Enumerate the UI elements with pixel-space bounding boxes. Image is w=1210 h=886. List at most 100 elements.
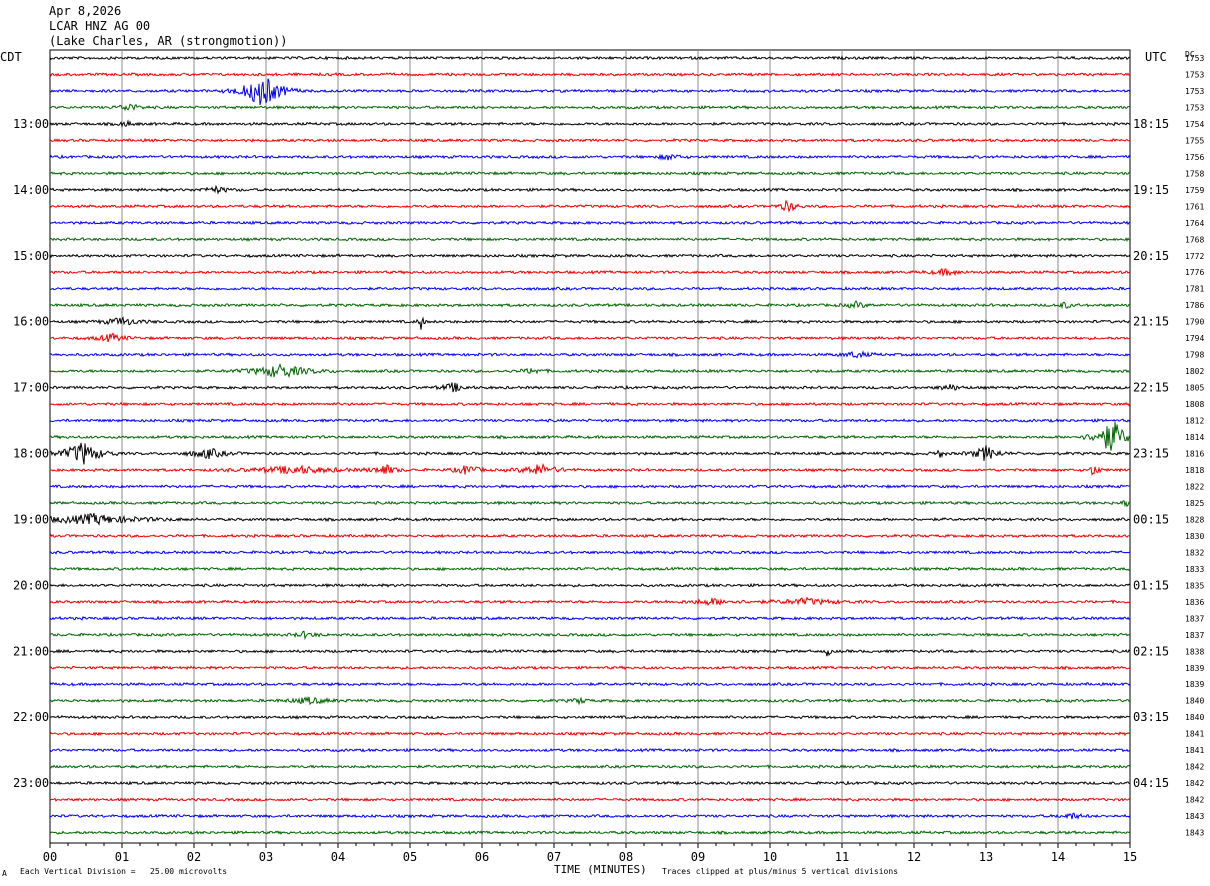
x-tick-label: 02 <box>187 850 201 864</box>
dc-value: 1822 <box>1185 482 1204 491</box>
trace-26 <box>49 483 1131 490</box>
left-hour-label: 18:00 <box>13 447 49 461</box>
right-hour-label: 04:15 <box>1133 776 1169 790</box>
trace-45 <box>49 796 1131 803</box>
trace-37 <box>49 665 1131 671</box>
trace-24 <box>49 442 1131 465</box>
trace-27 <box>49 500 1131 508</box>
trace-41 <box>49 731 1131 737</box>
right-hour-label: 22:15 <box>1133 381 1169 395</box>
trace-14 <box>49 286 1131 292</box>
dc-value: 1830 <box>1185 532 1204 541</box>
dc-value: 1839 <box>1185 680 1204 689</box>
x-tick-label: 05 <box>403 850 417 864</box>
left-hour-label: 20:00 <box>13 578 49 592</box>
dc-value: 1753 <box>1185 87 1204 96</box>
dc-header: DC <box>1185 50 1195 59</box>
dc-value: 1843 <box>1185 829 1204 838</box>
trace-12 <box>49 253 1131 259</box>
dc-value: 1838 <box>1185 647 1204 656</box>
dc-value: 1798 <box>1185 351 1204 360</box>
right-hour-label: 18:15 <box>1133 117 1169 131</box>
trace-35 <box>50 630 1131 641</box>
dc-value: 1832 <box>1185 548 1204 557</box>
left-hour-label: 19:00 <box>13 512 49 526</box>
trace-7 <box>50 170 1131 176</box>
dc-value: 1753 <box>1185 54 1204 63</box>
clip-note: Traces clipped at plus/minus 5 vertical … <box>662 867 899 876</box>
x-tick-label: 04 <box>331 850 345 864</box>
trace-18 <box>49 350 1131 359</box>
trace-44 <box>49 780 1131 786</box>
trace-31 <box>49 566 1131 572</box>
trace-4 <box>49 119 1131 128</box>
trace-0 <box>49 55 1131 61</box>
trace-20 <box>49 382 1131 393</box>
trace-5 <box>49 137 1131 143</box>
trace-1 <box>49 71 1131 78</box>
trace-28 <box>49 513 1131 526</box>
trace-40 <box>49 714 1131 720</box>
dc-value: 1776 <box>1185 268 1204 277</box>
station-location: (Lake Charles, AR (strongmotion)) <box>49 34 288 48</box>
x-tick-label: 12 <box>907 850 921 864</box>
right-timezone-label: UTC <box>1145 50 1167 64</box>
left-hour-label: 23:00 <box>13 776 49 790</box>
trace-43 <box>49 763 1131 770</box>
left-hour-label: 22:00 <box>13 710 49 724</box>
x-tick-label: 08 <box>619 850 633 864</box>
dc-value: 1843 <box>1185 812 1204 821</box>
right-hour-label: 20:15 <box>1133 249 1169 263</box>
left-timezone-label: CDT <box>0 50 22 64</box>
right-hour-label: 00:15 <box>1133 512 1169 526</box>
dc-value: 1818 <box>1185 466 1204 475</box>
trace-6 <box>49 153 1131 161</box>
trace-42 <box>49 747 1131 753</box>
dc-value: 1833 <box>1185 565 1204 574</box>
dc-value: 1842 <box>1185 796 1204 805</box>
x-tick-label: 09 <box>691 850 705 864</box>
x-tick-label: 01 <box>115 850 129 864</box>
dc-value: 1753 <box>1185 103 1204 112</box>
x-tick-label: 15 <box>1123 850 1137 864</box>
trace-38 <box>49 681 1131 687</box>
trace-15 <box>49 300 1131 310</box>
trace-13 <box>49 268 1131 277</box>
x-tick-label: 03 <box>259 850 273 864</box>
left-hour-label: 15:00 <box>13 249 49 263</box>
dc-value: 1759 <box>1185 186 1204 195</box>
dc-value: 1837 <box>1185 631 1204 640</box>
dc-value: 1756 <box>1185 153 1204 162</box>
trace-21 <box>49 401 1131 407</box>
dc-value: 1825 <box>1185 499 1204 508</box>
dc-value: 1840 <box>1185 697 1204 706</box>
right-hour-label: 02:15 <box>1133 644 1169 658</box>
x-tick-label: 00 <box>43 850 57 864</box>
dc-value: 1805 <box>1185 384 1204 393</box>
dc-value: 1753 <box>1185 70 1204 79</box>
trace-34 <box>49 615 1131 621</box>
left-hour-label: 16:00 <box>13 315 49 329</box>
right-hour-label: 21:15 <box>1133 315 1169 329</box>
trace-8 <box>49 184 1131 195</box>
dc-value: 1758 <box>1185 169 1204 178</box>
dc-value: 1840 <box>1185 713 1204 722</box>
trace-36 <box>49 648 1131 657</box>
right-hour-label: 19:15 <box>1133 183 1169 197</box>
x-axis-label: TIME (MINUTES) <box>554 863 647 876</box>
trace-10 <box>49 220 1131 226</box>
dc-value: 1794 <box>1185 334 1204 343</box>
trace-11 <box>49 236 1131 242</box>
dc-value: 1764 <box>1185 219 1204 228</box>
dc-value: 1836 <box>1185 598 1204 607</box>
dc-value: 1781 <box>1185 285 1204 294</box>
dc-value: 1768 <box>1185 235 1204 244</box>
dc-value: 1808 <box>1185 400 1204 409</box>
logo-mark: A <box>2 869 7 878</box>
dc-value: 1816 <box>1185 450 1204 459</box>
dc-value: 1842 <box>1185 763 1204 772</box>
dc-value: 1790 <box>1185 318 1204 327</box>
x-tick-label: 07 <box>547 850 561 864</box>
trace-22 <box>49 418 1131 424</box>
